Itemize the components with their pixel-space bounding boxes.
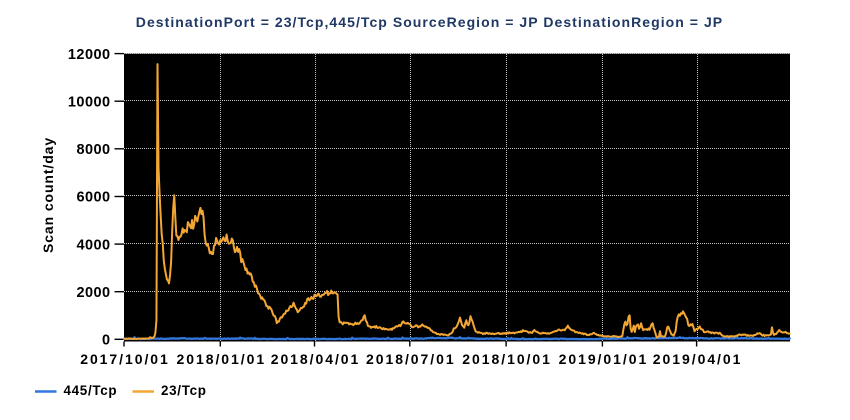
svg-text:4000: 4000 [76,237,110,253]
svg-text:23/Tcp: 23/Tcp [161,383,207,398]
svg-text:2000: 2000 [76,285,110,301]
svg-text:2019/04/01: 2019/04/01 [653,351,743,367]
svg-text:2018/04/01: 2018/04/01 [271,351,361,367]
svg-text:12000: 12000 [68,47,111,63]
svg-text:2018/10/01: 2018/10/01 [462,351,552,367]
svg-text:Scan count/day: Scan count/day [40,137,56,253]
svg-text:10000: 10000 [68,94,111,110]
svg-text:DestinationPort = 23/Tcp,445/T: DestinationPort = 23/Tcp,445/Tcp SourceR… [136,14,723,30]
svg-text:2018/07/01: 2018/07/01 [366,351,456,367]
svg-text:2018/01/01: 2018/01/01 [177,351,267,367]
svg-text:2019/01/01: 2019/01/01 [559,351,649,367]
svg-text:0: 0 [102,333,111,349]
svg-text:8000: 8000 [76,142,110,158]
svg-text:2017/10/01: 2017/10/01 [80,351,170,367]
svg-text:445/Tcp: 445/Tcp [64,383,118,398]
svg-text:6000: 6000 [76,190,110,206]
